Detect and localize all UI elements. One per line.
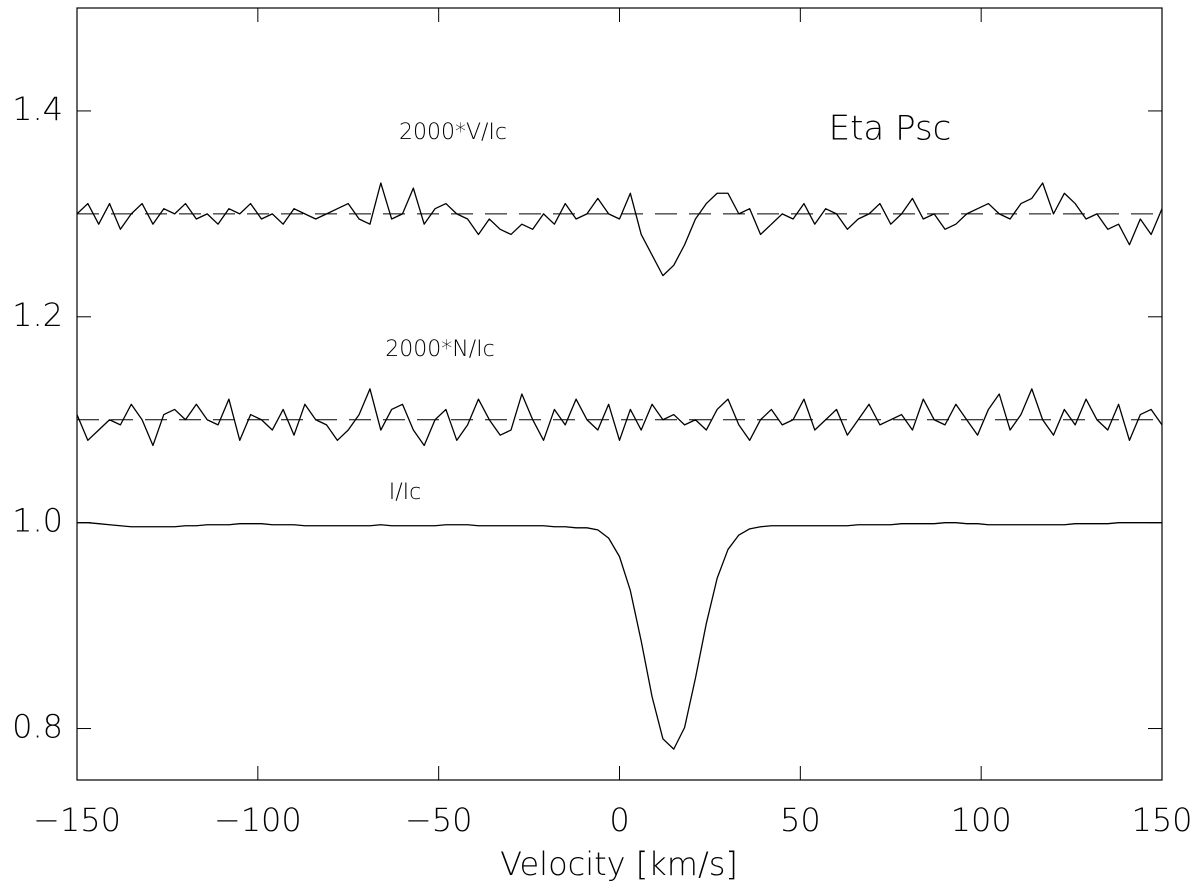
y-tick-label: 0.8 [12, 708, 63, 746]
data-line [76, 388, 1163, 447]
x-tick-label: −150 [33, 801, 121, 839]
data-line [77, 522, 1162, 750]
series-label: 2000*V/Ic [399, 120, 507, 145]
x-axis-label: Velocity [km/s] [500, 845, 738, 883]
x-tick-label: 150 [1131, 801, 1192, 839]
y-tick-label: 1.4 [12, 90, 63, 128]
x-tick-label: 50 [780, 801, 821, 839]
x-tick-label: −50 [405, 801, 473, 839]
x-tick-label: 100 [951, 801, 1012, 839]
x-tick-label: −100 [214, 801, 302, 839]
y-tick-label: 1.2 [12, 296, 63, 334]
series-label: 2000*N/Ic [385, 337, 494, 362]
y-tick-label: 1.0 [12, 502, 63, 540]
data-line [76, 182, 1163, 277]
series-label: I/Ic [389, 480, 421, 505]
x-tick-label: 0 [609, 801, 629, 839]
chart-title: Eta Psc [829, 109, 952, 149]
